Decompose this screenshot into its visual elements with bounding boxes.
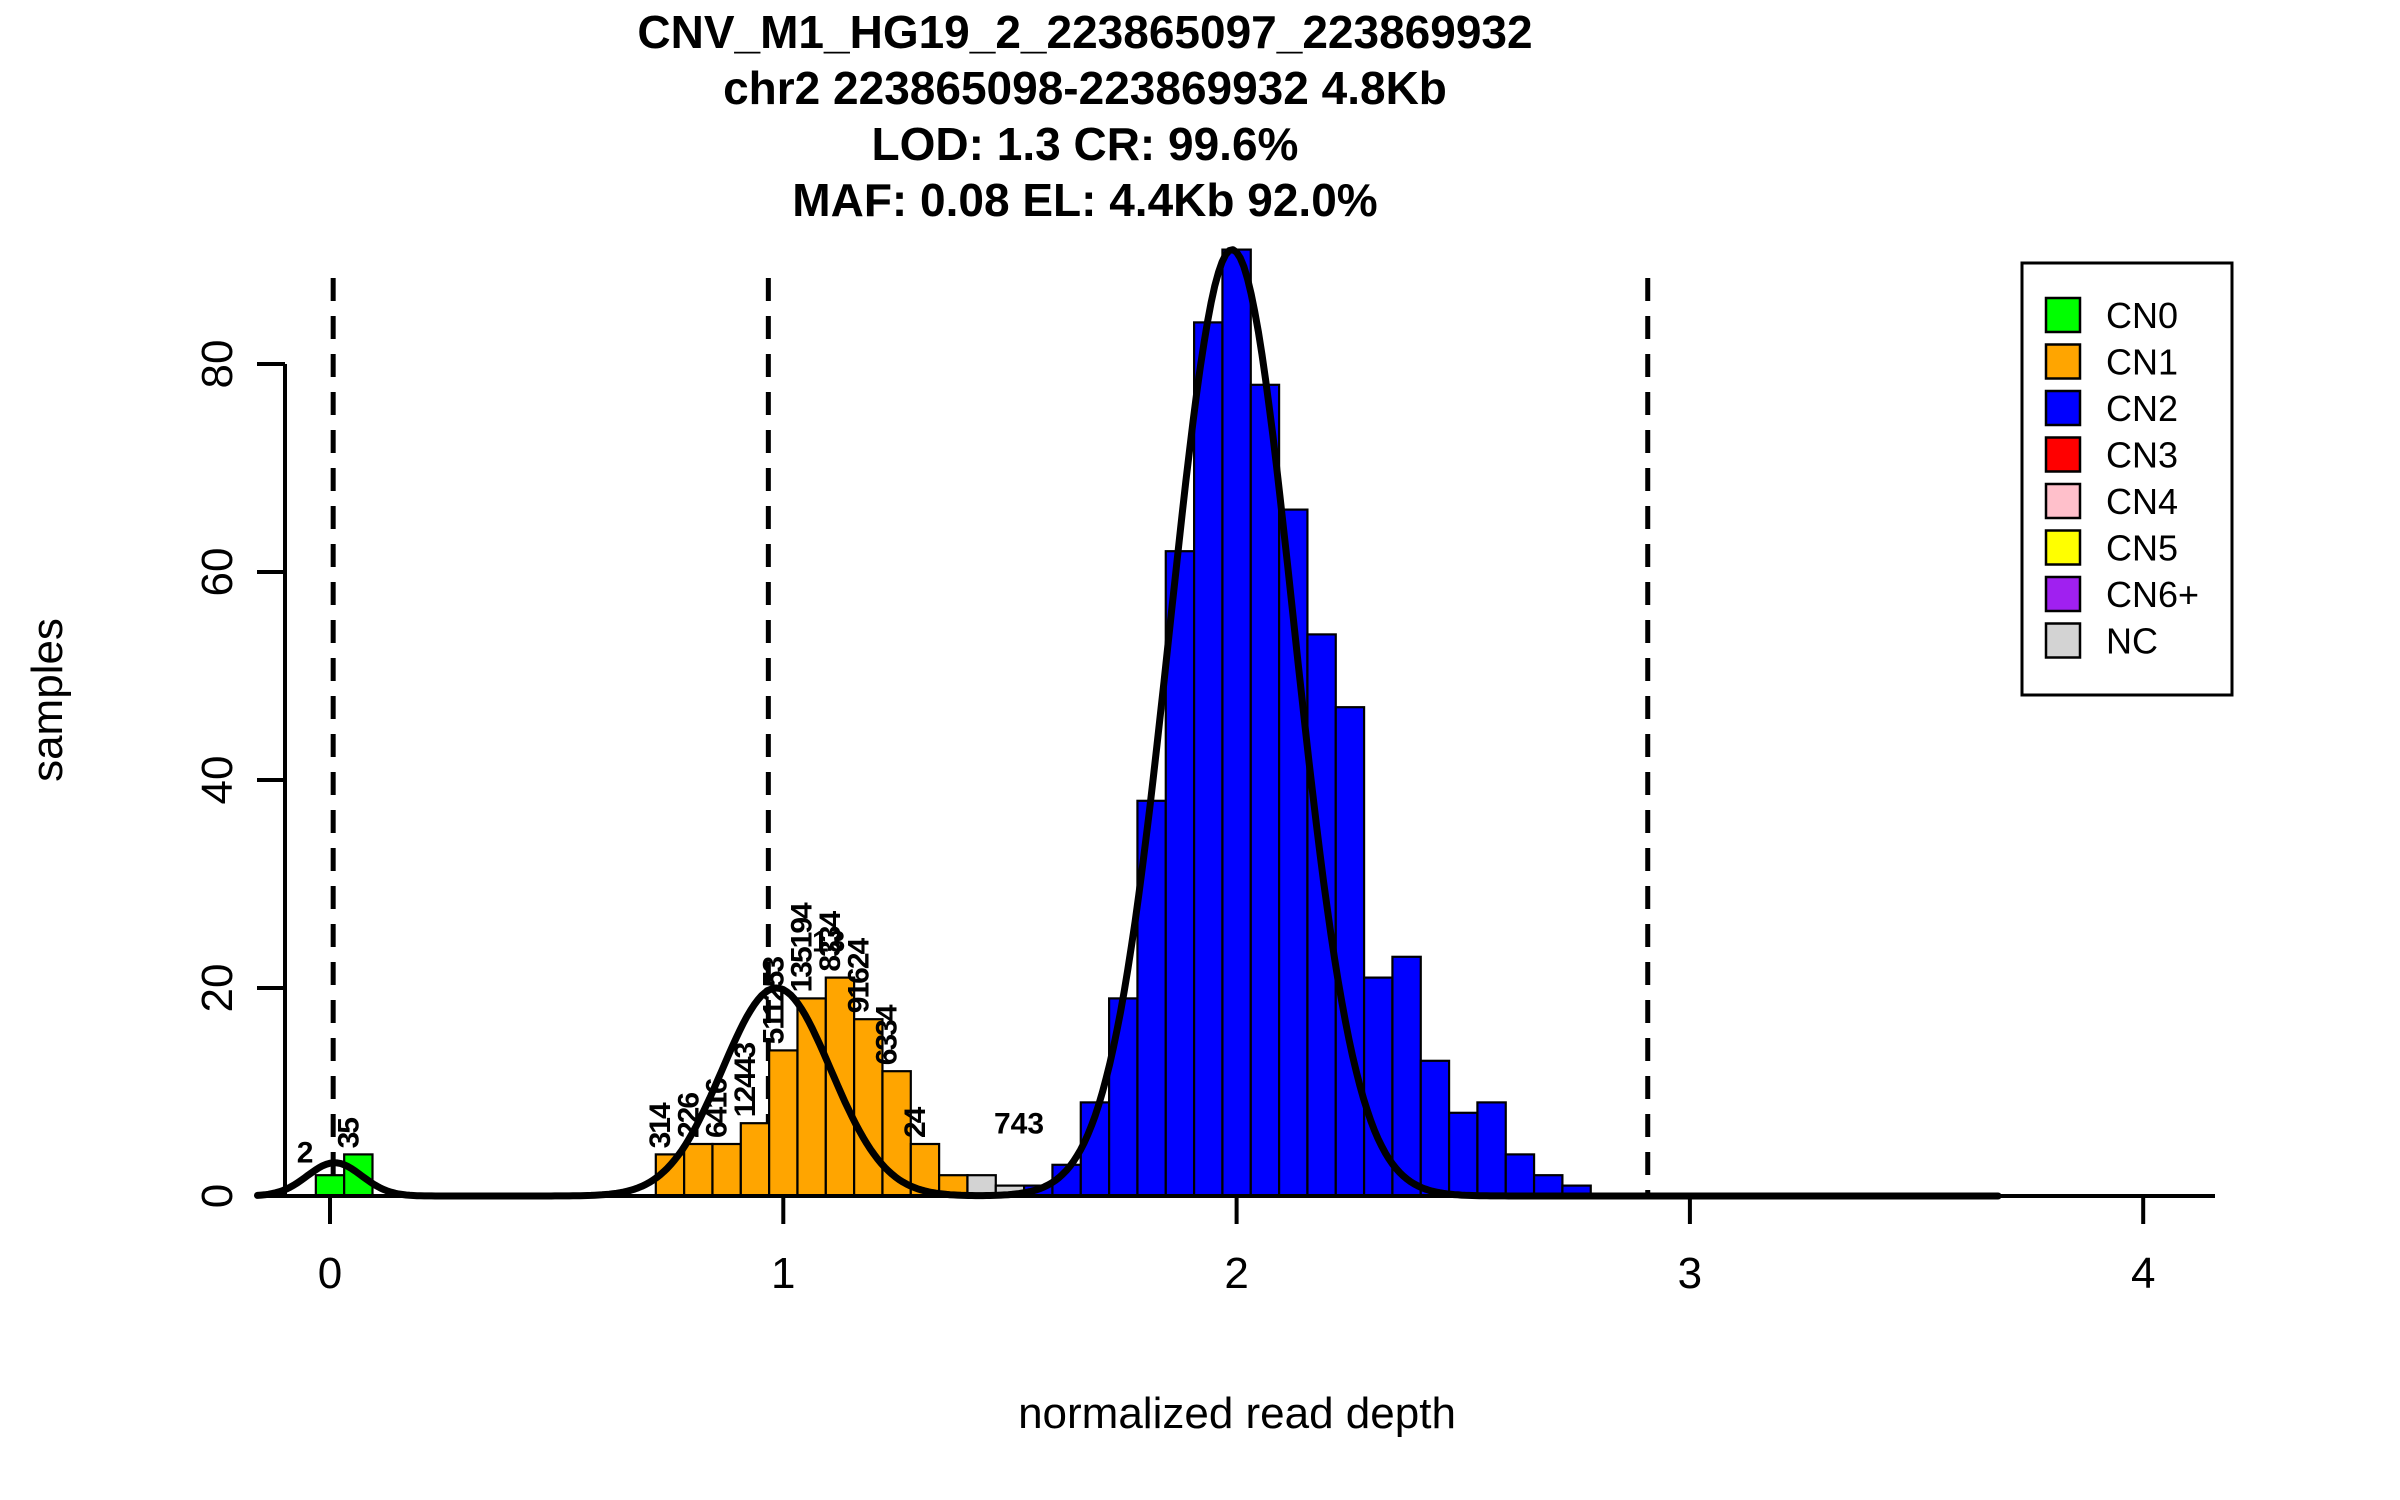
cluster-mean-dashed-lines — [330, 278, 1651, 1196]
sample-id-label-vertical: 24 — [899, 1106, 932, 1138]
legend-label-cn5: CN5 — [2106, 528, 2178, 569]
hist-bar-cn1 — [683, 1142, 714, 1198]
hist-bar-cn2 — [1419, 1059, 1451, 1198]
legend-swatch-cn3 — [2044, 436, 2082, 473]
hist-bar-cn2 — [1504, 1153, 1536, 1198]
x-tick-label: 0 — [318, 1249, 342, 1298]
sample-id-label-horizontal: 2 — [297, 1137, 314, 1170]
legend-swatch-cn5 — [2044, 529, 2082, 566]
bar-sample-id-labels: 35 31422664161244351125313519483349162463… — [297, 902, 1044, 1170]
hist-bar-cn1 — [739, 1122, 771, 1198]
sample-id-label-horizontal: 743 — [994, 1108, 1044, 1141]
sample-id-label-vertical: 226 — [672, 1093, 705, 1138]
x-tick-label: 2 — [1224, 1249, 1248, 1298]
title-line-4: MAF: 0.08 EL: 4.4Kb 92.0% — [792, 174, 1377, 226]
sample-id-label-vertical: 91624 — [842, 937, 875, 1013]
y-axis-label: samples — [23, 618, 72, 782]
hist-bar-cn2 — [1249, 383, 1281, 1198]
sample-id-label-vertical: 6416 — [701, 1078, 734, 1138]
hist-bar-cn1 — [711, 1142, 742, 1198]
sample-id-label-vertical: 12443 — [729, 1042, 762, 1117]
sample-id-label-vertical: 314 — [644, 1102, 677, 1148]
legend-label-cn3: CN3 — [2106, 435, 2178, 476]
hist-bar-cn2 — [1391, 955, 1422, 1198]
title-line-3: LOD: 1.3 CR: 99.6% — [872, 118, 1299, 170]
hist-bar-cn2 — [1193, 321, 1224, 1198]
x-tick-label: 3 — [1678, 1249, 1702, 1298]
legend: CN0 CN1 CN2 CN3 CN4 CN5 CN6+ NC — [2020, 261, 2234, 697]
title-line-2: chr2 223865098-223869932 4.8Kb — [723, 62, 1447, 114]
y-tick-label: 0 — [193, 1184, 242, 1208]
y-tick-label: 20 — [193, 964, 242, 1013]
hist-bar-cn0 — [314, 1174, 346, 1198]
legend-swatch-nc — [2044, 622, 2082, 659]
y-tick-label: 60 — [193, 548, 242, 597]
legend-swatch-cn4 — [2044, 482, 2082, 520]
x-tick-label: 1 — [771, 1249, 795, 1298]
hist-bar-cn2 — [1447, 1111, 1479, 1198]
sample-id-label-vertical: 135194 — [786, 902, 819, 992]
hist-bar-cn2 — [1277, 508, 1309, 1198]
sample-id-label-vertical: 8334 — [814, 911, 847, 972]
legend-swatch-cn0 — [2044, 296, 2082, 334]
legend-label-cn0: CN0 — [2106, 295, 2178, 336]
legend-label-cn4: CN4 — [2106, 481, 2178, 522]
legend-swatch-cn1 — [2044, 343, 2082, 380]
histogram-bars — [314, 248, 1592, 1198]
y-tick-label: 80 — [193, 340, 242, 389]
hist-bar-cn2 — [1334, 706, 1366, 1198]
x-axis-label: normalized read depth — [1018, 1389, 1456, 1438]
hist-bar-cn2 — [1221, 248, 1252, 1198]
legend-label-nc: NC — [2106, 621, 2158, 662]
legend-label-cn1: CN1 — [2106, 342, 2178, 383]
legend-swatch-cn2 — [2044, 389, 2082, 427]
sample-id-label-vertical: 35 — [332, 1118, 365, 1149]
y-tick-label: 40 — [193, 756, 242, 805]
hist-bar-cn2 — [1108, 997, 1139, 1198]
legend-label-cn2: CN2 — [2106, 388, 2178, 429]
hist-bar-cn2 — [1476, 1101, 1507, 1198]
sample-id-label-vertical: 511253 — [757, 957, 790, 1045]
legend-label-cn6+: CN6+ — [2106, 574, 2199, 615]
plot-title: CNV_M1_HG19_2_223865097_223869932 chr2 2… — [637, 6, 1532, 226]
sample-id-label-horizontal: 13 — [812, 926, 845, 959]
sample-id-label-vertical: 6334 — [871, 1004, 904, 1065]
x-tick-label: 4 — [2131, 1249, 2155, 1298]
title-line-1: CNV_M1_HG19_2_223865097_223869932 — [637, 6, 1532, 58]
hist-bar-cn1 — [768, 1049, 799, 1198]
legend-swatch-cn6+ — [2044, 575, 2082, 613]
